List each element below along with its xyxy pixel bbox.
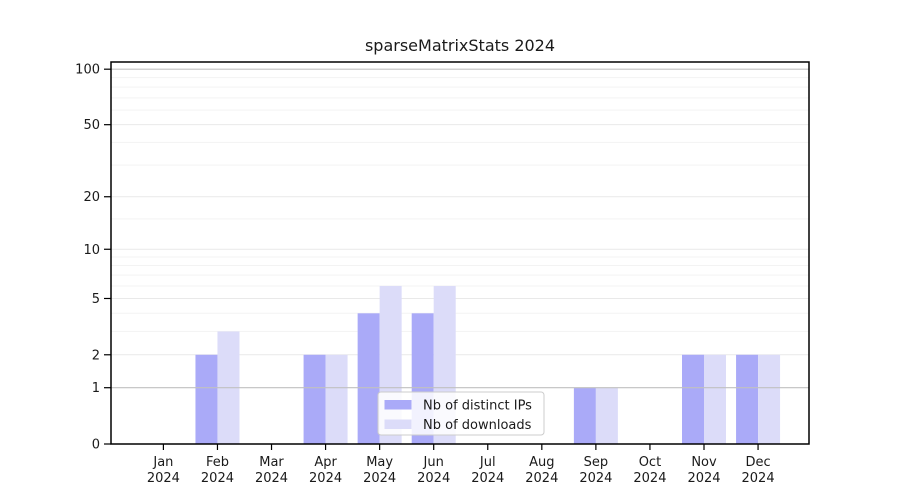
bar-nb-of-distinct-ips-dec	[736, 354, 759, 444]
x-axis-tick-label-year: 2024	[201, 471, 234, 486]
bar-nb-of-distinct-ips-nov	[682, 354, 704, 444]
y-axis-tick-label: 1	[92, 381, 100, 396]
x-axis-tick-label-year: 2024	[525, 471, 558, 486]
x-axis-tick-label-year: 2024	[742, 471, 775, 486]
x-axis-tick-label-year: 2024	[417, 471, 450, 486]
bar-nb-of-downloads-sep	[595, 387, 618, 444]
y-axis-tick-label: 100	[75, 63, 100, 78]
y-axis-tick-label: 5	[92, 292, 100, 307]
legend-label-nb-of-distinct-ips: Nb of distinct IPs	[423, 399, 532, 414]
x-axis-tick-label-month: Sep	[584, 455, 609, 470]
x-axis-tick-label-year: 2024	[363, 471, 396, 486]
y-axis-tick-label: 0	[92, 438, 100, 453]
x-axis-tick-label-month: May	[366, 455, 393, 470]
bar-nb-of-distinct-ips-apr	[303, 354, 326, 444]
x-axis-tick-label-year: 2024	[471, 471, 504, 486]
chart-title: sparseMatrixStats 2024	[365, 36, 555, 55]
bar-nb-of-distinct-ips-may	[357, 313, 380, 444]
bar-nb-of-downloads-apr	[325, 354, 348, 444]
x-axis-tick-label-year: 2024	[633, 471, 666, 486]
x-axis-tick-label-month: Oct	[639, 455, 661, 470]
x-axis-tick-label-year: 2024	[579, 471, 612, 486]
bar-nb-of-distinct-ips-feb	[195, 354, 218, 444]
x-axis-tick-label-month: Jul	[479, 455, 496, 470]
legend-label-nb-of-downloads: Nb of downloads	[423, 418, 532, 433]
plot-area: 0125102050100Jan2024Feb2024Mar2024Apr202…	[75, 61, 810, 486]
y-axis-tick-label: 2	[92, 348, 100, 363]
x-axis-tick-label-year: 2024	[255, 471, 288, 486]
x-axis-tick-label-month: Aug	[529, 455, 554, 470]
x-axis-tick-label-year: 2024	[687, 471, 720, 486]
bar-nb-of-downloads-nov	[704, 354, 726, 444]
x-axis-tick-label-month: Nov	[691, 455, 717, 470]
x-axis-tick-label-month: Jun	[423, 455, 444, 470]
x-axis-tick-label-month: Jan	[152, 455, 173, 470]
y-axis-tick-label: 10	[83, 243, 100, 258]
x-axis-tick-label-month: Apr	[314, 455, 337, 470]
legend-swatch-nb-of-distinct-ips	[384, 400, 412, 410]
x-axis-tick-label-year: 2024	[147, 471, 180, 486]
y-axis-tick-label: 20	[83, 190, 100, 205]
legend-swatch-nb-of-downloads	[384, 419, 412, 429]
legend-box	[377, 391, 545, 436]
axes-border	[110, 61, 810, 445]
bar-nb-of-downloads-dec	[758, 354, 781, 444]
x-axis-tick-label-month: Feb	[206, 455, 229, 470]
x-axis-tick-label-month: Dec	[745, 455, 770, 470]
y-axis-tick-label: 50	[83, 118, 100, 133]
bar-nb-of-distinct-ips-sep	[573, 387, 596, 444]
x-axis-tick-label-year: 2024	[309, 471, 342, 486]
x-axis-tick-label-month: Mar	[259, 455, 284, 470]
